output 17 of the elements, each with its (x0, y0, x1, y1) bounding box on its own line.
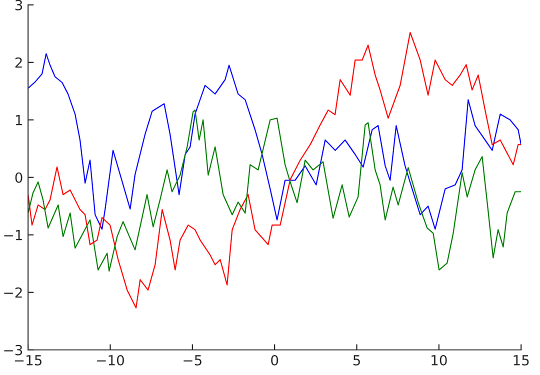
y-tick-label: 2 (15, 57, 22, 68)
x-tick-label: 5 (353, 355, 360, 366)
x-tick-label: 15 (514, 355, 529, 366)
y-tick-label: −2 (4, 287, 22, 298)
y-tick-label: −1 (4, 230, 22, 240)
y-tick-label: −3 (4, 344, 22, 356)
y-tick-label: 3 (15, 0, 22, 10)
line-series (28, 110, 522, 272)
y-tick-label: 0 (15, 172, 22, 183)
x-tick-label: −5 (184, 355, 202, 366)
x-tick-label: 10 (432, 354, 447, 366)
line-series (28, 32, 522, 308)
x-tick-label: −10 (97, 354, 124, 366)
y-tick-label: 1 (16, 115, 22, 126)
x-tick-label: −15 (14, 355, 42, 366)
x-tick-label: 0 (271, 354, 278, 366)
line-series (28, 53, 522, 230)
